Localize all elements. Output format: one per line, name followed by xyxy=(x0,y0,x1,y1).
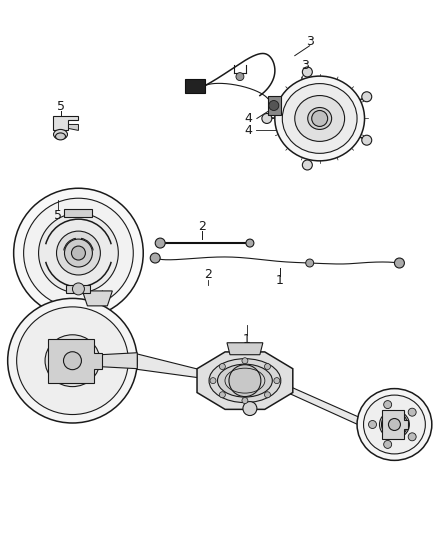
Polygon shape xyxy=(68,124,78,131)
Ellipse shape xyxy=(364,395,425,454)
Circle shape xyxy=(408,433,416,441)
Polygon shape xyxy=(197,352,293,409)
Circle shape xyxy=(150,253,160,263)
Circle shape xyxy=(53,341,92,381)
Circle shape xyxy=(302,160,312,170)
Text: 3: 3 xyxy=(301,59,309,72)
Polygon shape xyxy=(132,353,220,381)
Ellipse shape xyxy=(379,410,410,439)
Circle shape xyxy=(306,259,314,267)
Circle shape xyxy=(362,135,372,145)
Circle shape xyxy=(384,401,392,409)
Circle shape xyxy=(395,258,404,268)
Ellipse shape xyxy=(8,298,137,423)
Text: 1: 1 xyxy=(276,274,284,287)
Polygon shape xyxy=(48,339,102,383)
Circle shape xyxy=(262,114,272,124)
Circle shape xyxy=(389,418,400,431)
Circle shape xyxy=(368,421,377,429)
Ellipse shape xyxy=(56,133,66,140)
Circle shape xyxy=(229,365,261,397)
Circle shape xyxy=(269,101,279,110)
Text: 4: 4 xyxy=(244,124,252,137)
Circle shape xyxy=(155,238,165,248)
Circle shape xyxy=(243,401,257,416)
Circle shape xyxy=(57,231,100,275)
Polygon shape xyxy=(53,117,78,131)
Circle shape xyxy=(408,408,416,416)
Ellipse shape xyxy=(283,84,357,154)
Polygon shape xyxy=(82,291,112,306)
Text: 2: 2 xyxy=(198,220,206,232)
Text: 5: 5 xyxy=(53,208,61,222)
Ellipse shape xyxy=(209,359,281,402)
Ellipse shape xyxy=(218,364,272,397)
Text: 4: 4 xyxy=(244,112,252,125)
Circle shape xyxy=(312,110,328,126)
Ellipse shape xyxy=(275,76,364,161)
Polygon shape xyxy=(268,95,281,116)
Circle shape xyxy=(39,213,118,293)
Text: 5: 5 xyxy=(57,100,64,113)
Circle shape xyxy=(24,198,133,308)
Ellipse shape xyxy=(45,335,100,386)
Polygon shape xyxy=(100,353,137,369)
Circle shape xyxy=(362,92,372,102)
Polygon shape xyxy=(185,78,205,93)
Circle shape xyxy=(265,364,270,369)
Circle shape xyxy=(64,352,81,370)
Polygon shape xyxy=(227,343,263,355)
Circle shape xyxy=(265,392,270,398)
Circle shape xyxy=(14,188,143,318)
Ellipse shape xyxy=(357,389,432,461)
Circle shape xyxy=(302,67,312,77)
Circle shape xyxy=(219,364,226,369)
Circle shape xyxy=(236,72,244,80)
Polygon shape xyxy=(270,378,367,429)
Ellipse shape xyxy=(53,130,67,140)
Text: 1: 1 xyxy=(243,333,251,346)
Polygon shape xyxy=(382,409,408,439)
Text: 2: 2 xyxy=(204,269,212,281)
Ellipse shape xyxy=(17,307,128,415)
Polygon shape xyxy=(67,285,90,293)
Ellipse shape xyxy=(295,95,345,141)
Circle shape xyxy=(381,411,407,438)
Circle shape xyxy=(210,378,216,384)
Circle shape xyxy=(242,358,248,364)
Text: 3: 3 xyxy=(306,35,314,48)
Circle shape xyxy=(72,283,85,295)
Ellipse shape xyxy=(308,108,332,130)
Circle shape xyxy=(219,392,226,398)
Circle shape xyxy=(71,246,85,260)
Polygon shape xyxy=(64,209,92,217)
Circle shape xyxy=(384,440,392,448)
Circle shape xyxy=(246,239,254,247)
Circle shape xyxy=(64,239,92,267)
Circle shape xyxy=(274,378,280,384)
Circle shape xyxy=(242,398,248,403)
